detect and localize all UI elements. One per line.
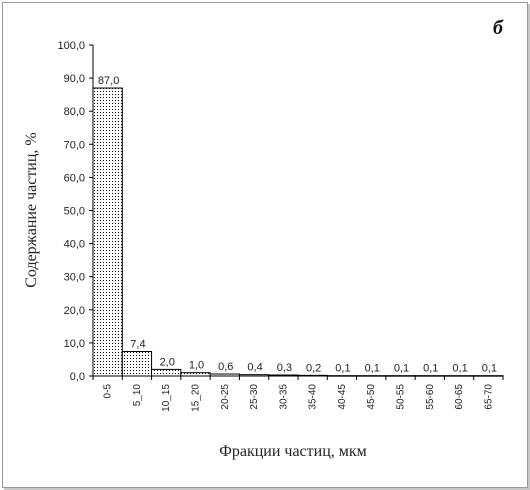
panel-letter: б [493, 17, 504, 39]
x-tick-label: 20-25 [220, 384, 231, 410]
x-tick-label: 60-65 [454, 384, 465, 410]
data-label: 87,0 [98, 75, 119, 87]
y-tick-label: 0,0 [70, 371, 85, 383]
x-tick-label: 30-35 [278, 384, 289, 410]
x-tick-label: 35-40 [308, 384, 319, 410]
bar-5_10 [121, 351, 153, 377]
y-axis-title: Содержание частиц, % [23, 132, 40, 288]
y-tick-label: 30,0 [64, 272, 85, 284]
data-label: 0,1 [335, 363, 350, 375]
data-label: 0,1 [365, 363, 380, 375]
y-tick-label: 10,0 [64, 338, 85, 350]
data-label: 7,4 [130, 339, 145, 351]
x-tick-label: 5_10 [132, 384, 143, 407]
y-tick-label: 80,0 [64, 106, 85, 118]
bar-10_15 [151, 368, 182, 377]
y-tick-label: 50,0 [64, 206, 85, 218]
data-label: 0,2 [306, 362, 321, 374]
x-tick-label: 50-55 [396, 384, 407, 410]
x-tick-label: 55-60 [425, 384, 436, 410]
x-tick-label: 15_20 [191, 384, 202, 412]
x-tick-label: 25-30 [249, 384, 260, 410]
y-tick-label: 60,0 [64, 172, 85, 184]
data-label: 0,3 [277, 362, 292, 374]
data-label: 0,1 [482, 363, 497, 375]
y-tick-label: 70,0 [64, 139, 85, 151]
x-tick-label: 0-5 [103, 384, 114, 399]
data-label: 0,1 [452, 363, 467, 375]
x-tick-label: 40-45 [337, 384, 348, 410]
y-tick-label: 90,0 [64, 73, 85, 85]
bar-0-5 [92, 87, 123, 377]
y-tick-label: 20,0 [64, 305, 85, 317]
x-axis-title: Фракции частиц, мкм [219, 443, 367, 460]
y-tick-label: 100,0 [57, 40, 85, 52]
x-tick-label: 65-70 [483, 384, 494, 410]
data-label: 0,6 [218, 361, 233, 373]
data-label: 0,1 [394, 363, 409, 375]
data-label: 1,0 [189, 360, 204, 372]
x-tick-label: 45-50 [366, 384, 377, 410]
x-tick-label: 10_15 [161, 384, 172, 412]
y-tick-label: 40,0 [64, 239, 85, 251]
data-label: 2,0 [160, 356, 175, 368]
data-label: 0,1 [423, 363, 438, 375]
data-label: 0,4 [247, 362, 262, 374]
